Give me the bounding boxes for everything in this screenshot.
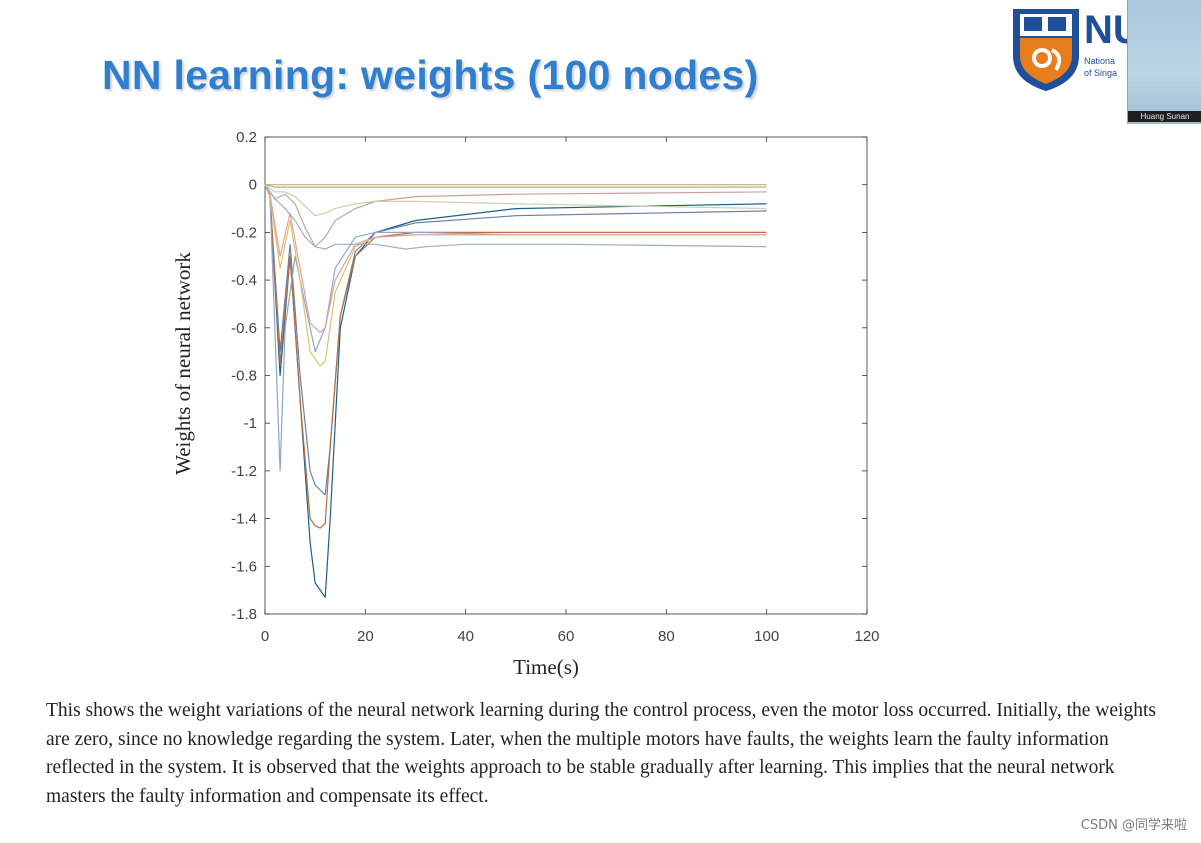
x-tick-label: 40: [457, 628, 474, 645]
nus-logo: [1012, 8, 1128, 92]
series-line-10: [264, 184, 767, 188]
series-line-8: [264, 184, 767, 250]
y-tick-label: 0: [249, 177, 257, 194]
crest-icon: [1013, 9, 1079, 92]
series-line-9: [264, 184, 767, 217]
y-axis-label: Weights of neural network: [171, 252, 195, 475]
webcam-name-label: Huang Sunan: [1128, 111, 1201, 122]
slide-caption: This shows the weight variations of the …: [46, 700, 1156, 807]
series-line-3: [264, 184, 767, 529]
y-tick-label: -0.8: [231, 368, 257, 385]
series-line-2: [264, 184, 767, 496]
y-tick-label: -0.2: [231, 224, 257, 241]
y-tick-label: -0.6: [231, 320, 257, 337]
x-tick-label: 80: [658, 628, 675, 645]
x-tick-label: 20: [357, 628, 374, 645]
y-tick-label: -1.8: [231, 606, 257, 623]
plot-area: [264, 136, 868, 615]
y-tick-label: 0.2: [236, 129, 257, 146]
logo-subtitle-line1: Nationa: [1084, 56, 1116, 66]
y-tick-label: -0.4: [231, 272, 257, 289]
series-line-4: [264, 184, 767, 472]
series-line-6: [264, 184, 767, 334]
x-tick-label: 0: [261, 628, 269, 645]
x-axis-label: Time(s): [513, 655, 579, 679]
y-tick-label: -1.2: [231, 463, 257, 480]
x-tick-label: 60: [558, 628, 575, 645]
y-tick-label: -1.4: [231, 511, 257, 528]
csdn-watermark: CSDN @同学来啦: [1080, 818, 1187, 833]
y-tick-label: -1: [244, 415, 257, 432]
slide-title: NN learning: weights (100 nodes): [102, 52, 759, 98]
series-line-7: [264, 184, 767, 248]
x-tick-label: 120: [854, 628, 879, 645]
x-tick-label: 100: [754, 628, 779, 645]
y-tick-label: -1.6: [231, 558, 257, 575]
webcam-thumbnail: Huang Sunan: [1127, 0, 1201, 124]
logo-subtitle-line2: of Singa: [1084, 68, 1118, 78]
